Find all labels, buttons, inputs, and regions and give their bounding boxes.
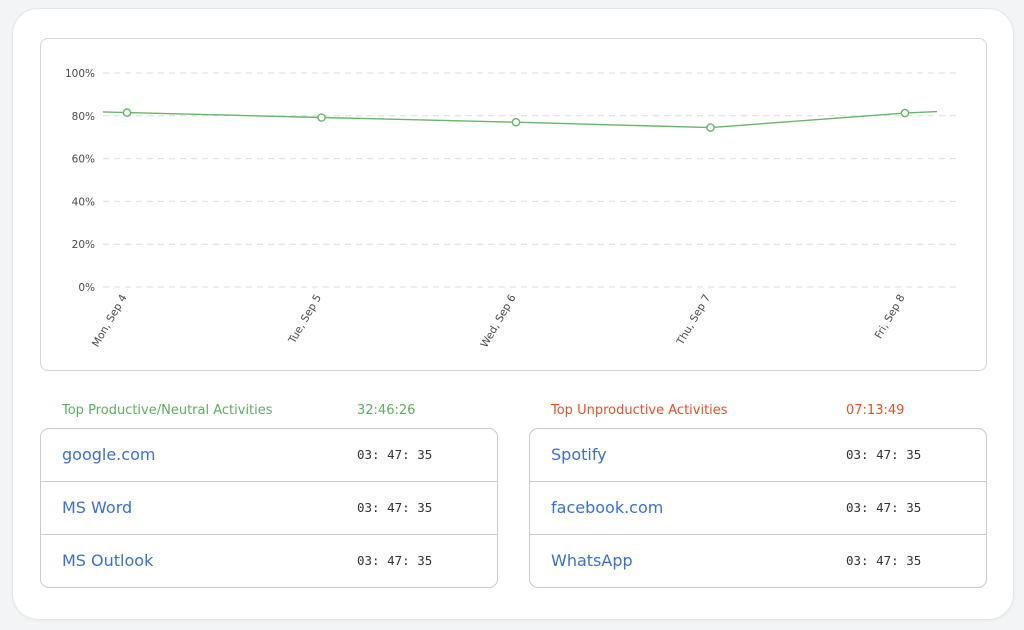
productive-total: 32:46:26 xyxy=(357,403,416,418)
productive-list: google.com 03: 47: 35 MS Word 03: 47: 35… xyxy=(40,428,498,588)
data-point xyxy=(317,113,326,122)
data-point xyxy=(122,108,132,117)
series-line xyxy=(102,110,938,129)
x-tick-label: Wed, Sep 6 xyxy=(479,292,519,350)
activity-time: 03: 47: 35 xyxy=(846,447,922,462)
list-item[interactable]: MS Outlook 03: 47: 35 xyxy=(41,535,497,587)
activity-name[interactable]: WhatsApp xyxy=(551,551,633,570)
data-point xyxy=(900,108,910,118)
y-tick-label: 60% xyxy=(72,154,95,166)
data-point xyxy=(706,123,715,132)
list-item[interactable]: MS Word 03: 47: 35 xyxy=(41,482,497,535)
activity-time: 03: 47: 35 xyxy=(357,500,433,515)
unproductive-total: 07:13:49 xyxy=(846,403,905,418)
list-item[interactable]: facebook.com 03: 47: 35 xyxy=(530,482,986,535)
x-tick-label: Mon, Sep 4 xyxy=(90,292,130,349)
list-item[interactable]: google.com 03: 47: 35 xyxy=(41,429,497,482)
unproductive-list: Spotify 03: 47: 35 facebook.com 03: 47: … xyxy=(529,428,987,588)
activity-time: 03: 47: 35 xyxy=(357,553,433,568)
activity-name[interactable]: google.com xyxy=(62,445,156,464)
unproductive-title: Top Unproductive Activities xyxy=(551,403,728,418)
y-tick-label: 40% xyxy=(72,196,95,208)
data-point xyxy=(511,117,521,127)
activity-name[interactable]: facebook.com xyxy=(551,498,664,517)
line-chart: 0% 20% 40% 60% 80% 100% Mon, Sep 4 Tue, Sep 5 We… xyxy=(65,68,959,350)
y-tick-label: 20% xyxy=(72,239,95,251)
activity-time: 03: 47: 35 xyxy=(846,500,922,515)
activity-time: 03: 47: 35 xyxy=(357,447,433,462)
y-tick-label: 0% xyxy=(78,282,95,294)
activity-name[interactable]: MS Outlook xyxy=(62,551,154,570)
productivity-chart: 0% 20% 40% 60% 80% 100% Mon, Sep 4 Tue, Sep 5 We… xyxy=(40,38,987,371)
list-item[interactable]: Spotify 03: 47: 35 xyxy=(530,429,986,482)
activity-name[interactable]: MS Word xyxy=(62,498,133,517)
activity-time: 03: 47: 35 xyxy=(846,553,922,568)
x-tick-label: Tue, Sep 5 xyxy=(286,293,324,347)
y-tick-label: 100% xyxy=(65,68,95,80)
activity-name[interactable]: Spotify xyxy=(551,445,607,464)
x-tick-label: Thu, Sep 7 xyxy=(674,293,713,349)
x-tick-label: Fri, Sep 8 xyxy=(873,293,908,341)
y-tick-label: 80% xyxy=(72,111,95,123)
list-item[interactable]: WhatsApp 03: 47: 35 xyxy=(530,535,986,587)
productive-title: Top Productive/Neutral Activities xyxy=(62,403,273,418)
